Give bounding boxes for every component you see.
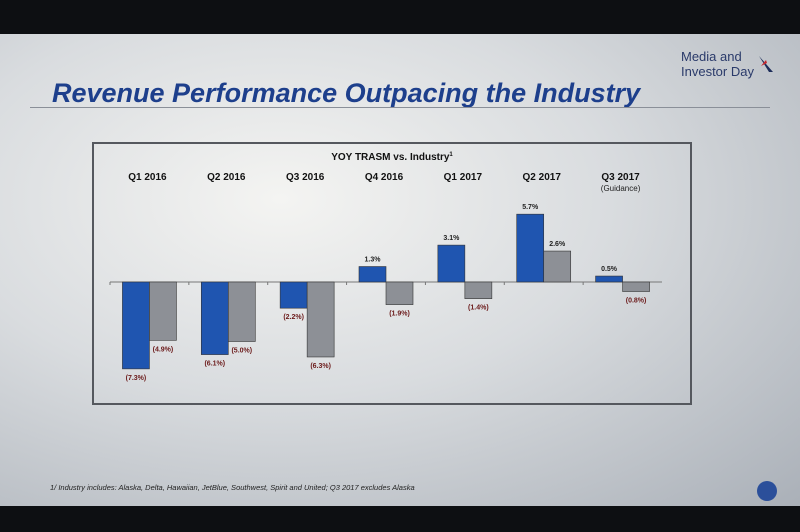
- chart-frame: [92, 142, 692, 405]
- brand-text: Media and Investor Day: [681, 49, 754, 79]
- page-title: Revenue Performance Outpacing the Indust…: [52, 78, 641, 108]
- bar-industry: [306, 281, 335, 358]
- corner-logo-icon: [757, 481, 777, 501]
- bar-company: [595, 275, 623, 283]
- bar-industry: [464, 281, 493, 299]
- bar-company: [516, 213, 545, 283]
- bar-company: [122, 281, 150, 370]
- data-label: (7.3%): [126, 375, 147, 382]
- data-label: (6.1%): [204, 361, 225, 368]
- category-label: Q1 2016: [128, 172, 167, 183]
- title-divider: [30, 107, 770, 108]
- category-label: Q1 2017: [444, 172, 483, 183]
- chart-title: YOY TRASM vs. Industry1: [331, 152, 453, 163]
- footnote: 1/ Industry includes: Alaska, Delta, Haw…: [50, 483, 415, 492]
- data-label: (4.9%): [153, 346, 174, 353]
- data-label: 2.6%: [549, 241, 566, 248]
- airline-logo-icon: [759, 56, 773, 72]
- category-sublabel: (Guidance): [601, 184, 641, 193]
- bar-industry: [543, 250, 572, 283]
- data-label: 0.5%: [601, 266, 618, 273]
- category-label: Q3 2017: [601, 172, 640, 183]
- bar-industry: [149, 281, 177, 341]
- bar-company: [200, 281, 229, 355]
- data-label: (2.2%): [283, 314, 304, 321]
- bar-company: [358, 266, 387, 283]
- brand-line-1: Media and: [681, 49, 742, 64]
- bar-industry: [622, 281, 650, 292]
- data-label: (1.4%): [468, 305, 489, 312]
- bar-industry: [385, 281, 414, 305]
- brand-line-2: Investor Day: [681, 64, 754, 79]
- data-label: 5.7%: [522, 204, 539, 211]
- data-label: (6.3%): [310, 363, 331, 370]
- data-label: 3.1%: [443, 235, 460, 242]
- data-label: (5.0%): [231, 348, 252, 355]
- slide: [0, 34, 800, 506]
- bar-company: [437, 244, 466, 283]
- category-label: Q2 2017: [523, 172, 562, 183]
- bar-industry: [227, 281, 256, 342]
- data-label: (1.9%): [389, 311, 410, 318]
- category-label: Q2 2016: [207, 172, 246, 183]
- category-label: Q3 2016: [286, 172, 325, 183]
- data-label: (0.8%): [626, 298, 647, 305]
- data-label: 1.3%: [365, 257, 382, 264]
- bar-company: [279, 281, 308, 309]
- category-label: Q4 2016: [365, 172, 404, 183]
